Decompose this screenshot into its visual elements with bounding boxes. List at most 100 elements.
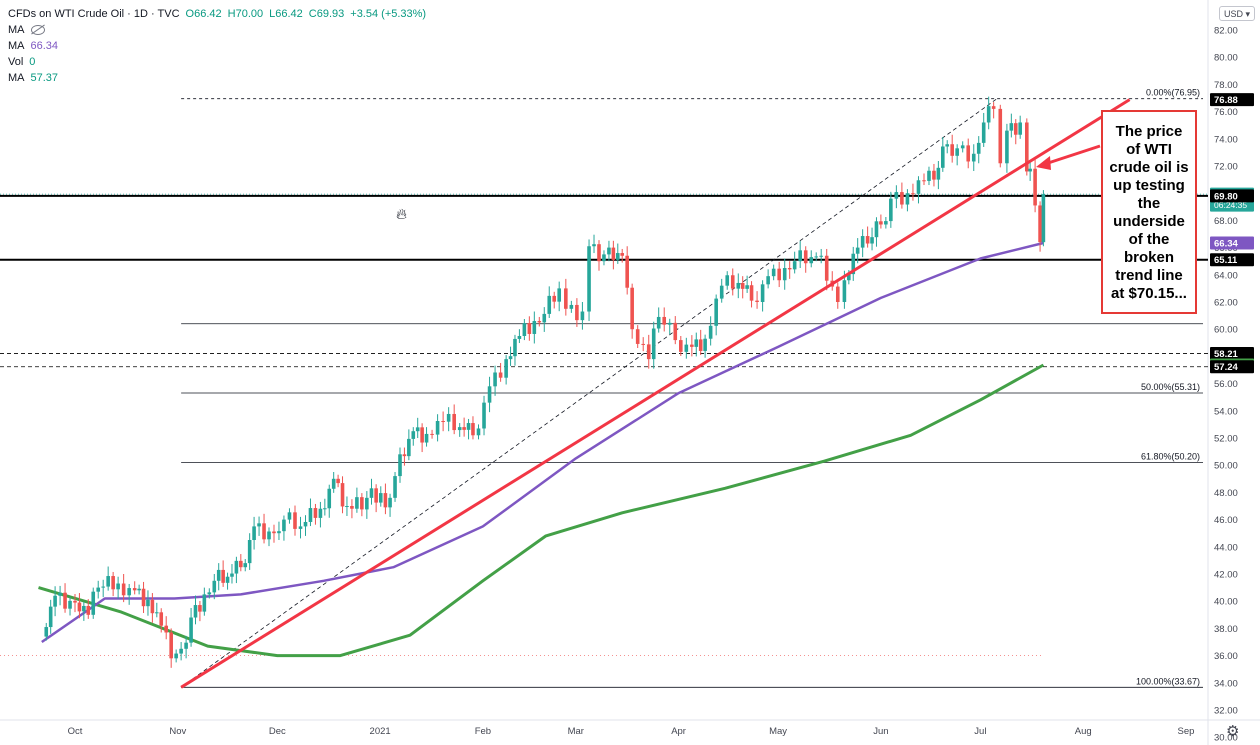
annotation-line: of WTI (1126, 141, 1172, 158)
candle-body (940, 146, 945, 168)
candle-body (82, 605, 86, 612)
x-tick-label: May (769, 726, 787, 737)
candle-body (916, 180, 921, 194)
candle-body (174, 653, 178, 659)
candle-body (630, 287, 634, 330)
candle-body (91, 591, 96, 615)
ma1-label: MA (8, 24, 25, 36)
candle-body (651, 328, 656, 360)
candle-body (202, 594, 207, 612)
candle-body (740, 282, 745, 289)
legend-ma2-row[interactable]: MA 57.37 (8, 70, 426, 86)
candle-body (580, 311, 585, 321)
y-tick-label: 62.00 (1214, 298, 1238, 309)
candle-body (212, 580, 217, 593)
y-tick-label: 74.00 (1214, 134, 1238, 145)
candle-body (493, 372, 497, 387)
candle-body (247, 540, 252, 564)
price-label-text: 57.24 (1214, 362, 1238, 373)
candle-body (547, 295, 552, 314)
price-label-text: 66.34 (1214, 238, 1238, 249)
candle-body (230, 573, 234, 577)
fire-icon[interactable]: 🔥︎ (396, 206, 408, 223)
candle-body (855, 247, 860, 254)
candle-body (508, 356, 513, 360)
y-tick-label: 78.00 (1214, 80, 1238, 91)
candle-body (441, 421, 445, 422)
candle-body (398, 454, 402, 477)
candle-body (44, 627, 49, 637)
candle-body (262, 523, 266, 540)
symbol-title[interactable]: CFDs on WTI Crude Oil · 1D · TVC (8, 8, 180, 20)
candle-body (976, 142, 981, 154)
gear-icon[interactable]: ⚙ (1226, 723, 1240, 740)
price-label-text: 65.11 (1214, 255, 1238, 266)
candle-body (527, 323, 532, 334)
candle-body (592, 244, 596, 247)
candle-body (323, 508, 327, 510)
price-label-countdown: 06:24:35 (1214, 200, 1247, 210)
candle-body (207, 592, 212, 595)
y-tick-label: 82.00 (1214, 26, 1238, 37)
candle-body (234, 560, 239, 574)
candle-body (678, 340, 683, 352)
candle-body (587, 246, 591, 312)
price-label-bg (1210, 93, 1254, 107)
candle-body (870, 237, 874, 244)
candle-body (137, 588, 141, 591)
candle-body (842, 280, 847, 302)
candle-body (101, 586, 105, 588)
candle-body (350, 506, 354, 509)
hidden-eye-icon[interactable] (30, 25, 45, 35)
candle-body (569, 304, 574, 309)
annotation-line: crude oil is (1109, 159, 1189, 176)
candle-body (313, 508, 318, 518)
legend-vol-row[interactable]: Vol 0 (8, 54, 426, 70)
arrow-head-icon (1036, 156, 1051, 170)
candle-body (141, 588, 146, 607)
candle-body (641, 343, 646, 345)
chevron-down-icon: ▾ (1242, 9, 1251, 19)
ohlc-low: L66.42 (269, 8, 303, 20)
candle-body (936, 167, 941, 180)
legend-ma1-value-row[interactable]: MA 66.34 (8, 38, 426, 54)
x-tick-label: Sep (1178, 726, 1195, 737)
ohlc-close: C69.93 (308, 8, 345, 20)
price-label-bg (1210, 236, 1254, 250)
candle-body (766, 276, 770, 285)
candle-body (73, 600, 77, 603)
y-tick-label: 80.00 (1214, 53, 1238, 64)
candle-body (216, 569, 221, 581)
y-tick-label: 52.00 (1214, 434, 1238, 445)
vol-label: Vol (8, 56, 24, 68)
y-tick-label: 60.00 (1214, 325, 1238, 336)
candle-body (298, 526, 303, 529)
candle-body (819, 255, 823, 257)
y-tick-label: 42.00 (1214, 570, 1238, 581)
candle-body (282, 519, 286, 532)
x-tick-label: Jul (974, 726, 986, 737)
candle-body (860, 236, 865, 248)
candle-body (662, 316, 667, 325)
candle-body (452, 413, 456, 431)
y-tick-label: 40.00 (1214, 597, 1238, 608)
candle-body (331, 478, 336, 489)
candle-body (411, 431, 416, 439)
price-label-text: 69.80 (1214, 191, 1238, 202)
currency-selector[interactable]: USD ▾ (1219, 6, 1255, 21)
candle-body (927, 170, 931, 181)
candle-body (879, 221, 883, 225)
legend-ma1-row[interactable]: MA (8, 22, 426, 38)
candle-body (287, 512, 292, 520)
candle-body (749, 285, 754, 301)
candle-body (760, 284, 765, 302)
candle-body (703, 338, 707, 351)
annotation-arrow (1041, 144, 1101, 167)
candle-body (615, 253, 620, 260)
y-tick-label: 54.00 (1214, 406, 1238, 417)
x-tick-label: Feb (475, 726, 491, 737)
y-tick-label: 38.00 (1214, 624, 1238, 635)
price-label-text: 76.88 (1214, 95, 1238, 106)
